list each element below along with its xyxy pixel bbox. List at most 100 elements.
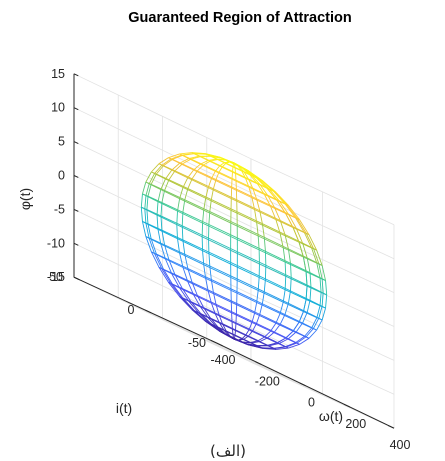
surface-mesh-edge: [200, 306, 216, 315]
surface-mesh-edge: [252, 323, 257, 331]
surface-mesh-edge: [235, 329, 249, 337]
surface-mesh-edge: [222, 162, 227, 167]
surface-mesh-edge: [218, 314, 223, 324]
surface-mesh-edge: [179, 253, 184, 268]
surface-mesh-edge: [305, 232, 314, 249]
surface-mesh-edge: [182, 267, 206, 279]
surface-mesh-edge: [148, 238, 155, 254]
z-tick-mark: [73, 73, 79, 77]
surface-mesh-edge: [147, 223, 152, 239]
surface-mesh-edge: [187, 169, 194, 179]
surface-mesh-edge: [278, 200, 289, 215]
surface-mesh-edge: [235, 172, 249, 180]
surface-mesh-edge: [170, 283, 182, 298]
surface-mesh-edge: [290, 262, 311, 274]
surface-mesh-edge: [284, 261, 307, 273]
surface-mesh-edge: [248, 178, 261, 185]
surface-mesh-edge: [251, 341, 261, 344]
surface-mesh-edge: [146, 209, 162, 217]
surface-mesh-edge: [214, 165, 220, 172]
x-tick-label: -200: [255, 374, 280, 388]
surface-mesh-edge: [182, 225, 209, 239]
surface-mesh-edge: [163, 268, 173, 285]
surface-mesh-edge: [251, 322, 271, 332]
surface-mesh-edge: [203, 307, 220, 316]
surface-mesh-edge: [280, 220, 297, 229]
surface-mesh-edge: [260, 179, 274, 192]
floor-gridline-y: [145, 309, 323, 396]
surface-mesh-edge: [225, 330, 236, 336]
surface-mesh-edge: [299, 219, 310, 235]
surface-mesh-edge: [267, 342, 278, 346]
surface-mesh-edge: [224, 161, 230, 164]
surface-mesh-edge: [308, 329, 317, 339]
surface-mesh-edge: [257, 177, 270, 190]
surface-mesh-edge: [168, 170, 176, 180]
surface-mesh-edge: [276, 337, 286, 344]
surface-mesh-edge: [236, 199, 260, 212]
surface-mesh-edge: [259, 263, 286, 277]
surface-mesh-edge: [256, 177, 268, 189]
surface-mesh-edge: [290, 290, 311, 301]
surface-mesh-edge: [182, 297, 192, 303]
surface-mesh-edge: [194, 310, 208, 323]
surface-mesh-edge: [298, 311, 304, 323]
surface-mesh-edge: [318, 263, 323, 279]
surface-mesh-edge: [305, 271, 308, 287]
surface-mesh-edge: [215, 313, 233, 323]
surface-mesh-edge: [306, 300, 311, 313]
surface-mesh-edge: [145, 236, 152, 240]
surface-mesh-edge: [182, 199, 186, 213]
surface-mesh-edge: [182, 267, 189, 282]
surface-mesh-edge: [208, 251, 238, 266]
surface-mesh-edge: [161, 229, 184, 241]
surface-mesh-edge: [265, 278, 291, 292]
surface-mesh-edge: [230, 277, 259, 291]
surface-mesh-edge: [305, 328, 314, 338]
surface-mesh-edge: [304, 232, 313, 249]
surface-mesh-edge: [265, 264, 292, 278]
surface-mesh-edge: [172, 158, 183, 165]
surface-mesh-edge: [232, 334, 234, 339]
surface-mesh-edge: [237, 165, 243, 172]
surface-mesh-edge: [202, 250, 231, 265]
surface-mesh-edge: [318, 306, 323, 319]
surface-mesh-edge: [177, 238, 203, 252]
surface-mesh-edge: [292, 227, 305, 234]
surface-mesh-edge: [279, 313, 300, 323]
surface-mesh-edge: [174, 163, 183, 172]
surface-mesh-edge: [182, 177, 189, 188]
surface-mesh-edge: [177, 198, 181, 212]
surface-mesh-edge: [207, 317, 220, 324]
surface-mesh-edge: [306, 285, 322, 293]
surface-mesh-edge: [296, 218, 307, 234]
surface-mesh-edge: [206, 153, 221, 158]
surface-mesh-edge: [193, 294, 212, 304]
surface-mesh-edge: [151, 251, 160, 268]
surface-mesh-edge: [171, 273, 188, 282]
surface-mesh-edge: [309, 286, 312, 301]
surface-mesh-edge: [262, 180, 277, 193]
surface-mesh-edge: [263, 237, 266, 252]
surface-mesh-edge: [191, 178, 214, 190]
surface-mesh-edge: [187, 177, 209, 189]
surface-mesh-edge: [230, 263, 260, 278]
surface-mesh-edge: [150, 173, 157, 185]
surface-mesh-edge: [145, 171, 152, 183]
surface-mesh-edge: [284, 203, 296, 219]
back-wall-gridline-z: [73, 242, 252, 329]
surface-mesh-edge: [182, 187, 206, 199]
surface-mesh-edge: [258, 290, 284, 303]
surface-mesh-edge: [205, 278, 209, 292]
surface-mesh-edge: [163, 165, 176, 172]
ellipsoid-surface: [140, 152, 328, 350]
surface-mesh-edge: [265, 250, 291, 264]
surface-mesh-edge: [222, 323, 236, 331]
surface-mesh-edge: [191, 170, 198, 180]
surface-mesh-edge: [267, 194, 275, 208]
surface-mesh-edge: [242, 341, 252, 344]
surface-mesh-edge: [304, 327, 312, 337]
surface-mesh-edge: [202, 222, 231, 237]
surface-mesh-edge: [274, 207, 281, 221]
surface-mesh-edge: [218, 314, 237, 324]
